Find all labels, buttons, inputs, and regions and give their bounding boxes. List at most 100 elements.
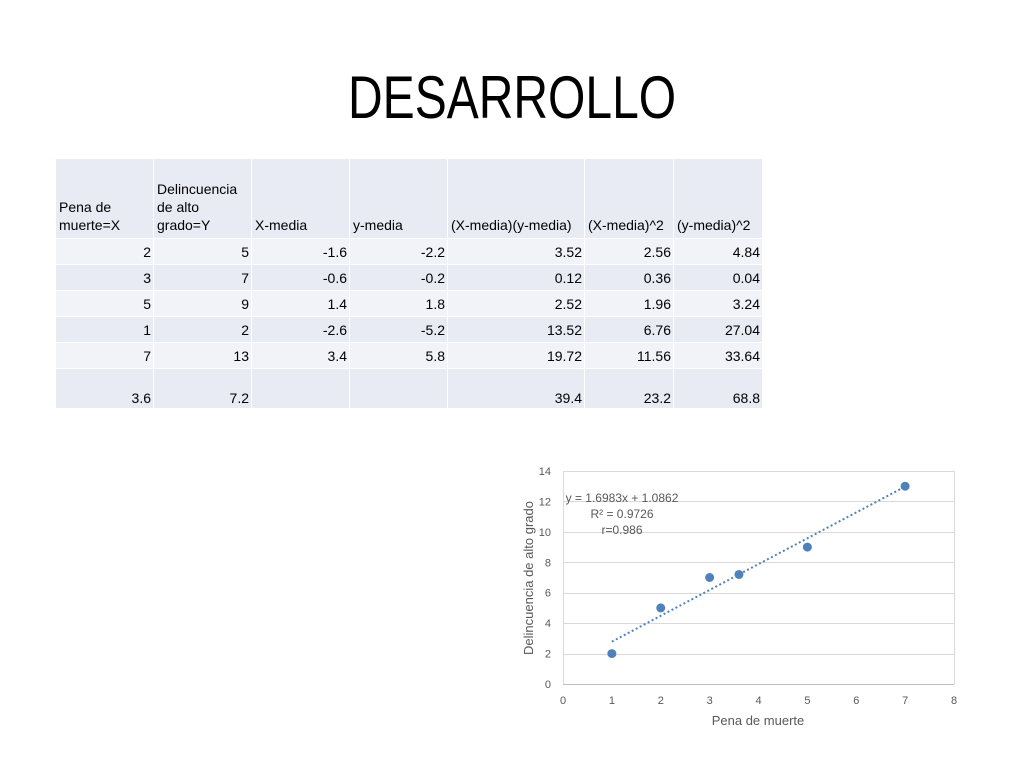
- data-points: [607, 481, 910, 659]
- column-header: y-media: [349, 158, 448, 239]
- table-cell: -5.2: [349, 316, 448, 343]
- table-head: Pena de muerte=X Delincuencia de alto gra…: [55, 158, 763, 239]
- header-row: Pena de muerte=X Delincuencia de alto gra…: [55, 158, 763, 239]
- y-tick-label: 10: [539, 527, 551, 539]
- column-header: Pena de muerte=X: [55, 158, 154, 239]
- r-squared-label: R² = 0.9726: [590, 507, 653, 521]
- table-cell: -0.6: [251, 264, 350, 291]
- table-cell: 0.04: [673, 264, 763, 291]
- table-cell: 5: [55, 290, 154, 317]
- table-cell: 13: [153, 342, 252, 369]
- table-cell: 7: [55, 342, 154, 369]
- table-cell: 39.4: [447, 368, 585, 409]
- trendline: [611, 485, 906, 643]
- totals-row: 3.6 7.2 39.4 23.2 68.8: [55, 368, 763, 409]
- table-cell: 5.8: [349, 342, 448, 369]
- trendline-equation-label: y = 1.6983x + 1.0862: [566, 491, 679, 505]
- column-header-label: (X-media)^2: [588, 217, 664, 233]
- x-tick-label: 1: [609, 695, 615, 707]
- column-header: (X-media)(y-media): [447, 158, 585, 239]
- table-cell: 11.56: [584, 342, 674, 369]
- table-cell: 9: [153, 290, 252, 317]
- table-cell: 7.2: [153, 368, 252, 409]
- trendline-equation: y = 1.6983x + 1.0862 R² = 0.9726 r=0.986: [566, 491, 679, 537]
- table-row: 2 5 -1.6 -2.2 3.52 2.56 4.84: [55, 238, 763, 265]
- table-cell: [251, 368, 350, 409]
- x-tick-label: 5: [804, 695, 810, 707]
- table-cell: 2: [55, 238, 154, 265]
- table-cell: [349, 368, 448, 409]
- x-tick-label: 8: [951, 695, 957, 707]
- y-tick-label: 2: [545, 649, 551, 661]
- x-tick-label: 2: [658, 695, 664, 707]
- table-cell: 3.52: [447, 238, 585, 265]
- table-cell: 33.64: [673, 342, 763, 369]
- gridlines: [563, 471, 955, 685]
- table-row: 1 2 -2.6 -5.2 13.52 6.76 27.04: [55, 316, 763, 343]
- table-cell: 19.72: [447, 342, 585, 369]
- column-header: (y-media)^2: [673, 158, 763, 239]
- y-tick-label: 12: [539, 496, 551, 508]
- column-header-label: (y-media)^2: [677, 217, 751, 233]
- x-tick-label: 3: [707, 695, 713, 707]
- table-cell: 0.12: [447, 264, 585, 291]
- table-cell: 1.8: [349, 290, 448, 317]
- table-cell: 23.2: [584, 368, 674, 409]
- data-point: [734, 569, 744, 579]
- table-row: 3 7 -0.6 -0.2 0.12 0.36 0.04: [55, 264, 763, 291]
- column-header-label: y-media: [353, 217, 403, 233]
- table-cell: -2.6: [251, 316, 350, 343]
- table-row: 7 13 3.4 5.8 19.72 11.56 33.64: [55, 342, 763, 369]
- table-cell: 5: [153, 238, 252, 265]
- table-cell: -2.2: [349, 238, 448, 265]
- x-tick-label: 0: [560, 695, 566, 707]
- x-axis-title: Pena de muerte: [712, 713, 805, 728]
- data-point: [656, 603, 666, 613]
- column-header: (X-media)^2: [584, 158, 674, 239]
- table-cell: 3.6: [55, 368, 154, 409]
- table-cell: 4.84: [673, 238, 763, 265]
- data-point: [802, 542, 812, 552]
- slide-title-text: DESARROLLO: [347, 64, 677, 131]
- y-axis-title: Delincuencia de alto grado: [521, 501, 536, 655]
- table-cell: 6.76: [584, 316, 674, 343]
- table-cell: 68.8: [673, 368, 763, 409]
- x-tick-label: 7: [902, 695, 908, 707]
- table-cell: 1.4: [251, 290, 350, 317]
- table-cell: 1.96: [584, 290, 674, 317]
- data-point: [705, 573, 715, 582]
- y-tick-label: 8: [545, 557, 551, 569]
- column-header: X-media: [251, 158, 350, 239]
- table-cell: 2: [153, 316, 252, 343]
- table-row: 5 9 1.4 1.8 2.52 1.96 3.24: [55, 290, 763, 317]
- data-point: [607, 649, 617, 659]
- y-tick-label: 6: [545, 588, 551, 600]
- table-cell: 2.52: [447, 290, 585, 317]
- table-cell: -1.6: [251, 238, 350, 265]
- data-point: [900, 481, 910, 491]
- column-header-label: X-media: [255, 217, 308, 233]
- trendline-layer: [611, 485, 906, 643]
- column-header-label: Pena de muerte=X: [59, 199, 121, 233]
- table-cell: 27.04: [673, 316, 763, 343]
- x-tick-label: 4: [755, 695, 761, 707]
- y-tick-label: 4: [545, 618, 551, 630]
- x-tick-label: 6: [853, 695, 859, 707]
- table-cell: 3.24: [673, 290, 763, 317]
- table-cell: -0.2: [349, 264, 448, 291]
- y-tick-label: 0: [545, 679, 551, 691]
- table-body: 2 5 -1.6 -2.2 3.52 2.56 4.84 3 7 -0.6 -0.2 0.12 0.36…: [55, 238, 763, 409]
- table-cell: 7: [153, 264, 252, 291]
- scatter-chart: 0 2 4 6 8 10 12 14 0 1 2 3 4 5 6 7 8 y = 1.6983x + 1.086…: [505, 455, 970, 745]
- column-header-label: Delincuencia de alto grado=Y: [157, 181, 238, 233]
- statistics-table: Pena de muerte=X Delincuencia de alto gra…: [55, 158, 763, 409]
- correlation-label: r=0.986: [601, 523, 642, 537]
- table-cell: 3.4: [251, 342, 350, 369]
- table-cell: 13.52: [447, 316, 585, 343]
- table-cell: 0.36: [584, 264, 674, 291]
- y-tick-label: 14: [539, 466, 551, 478]
- table-cell: 1: [55, 316, 154, 343]
- slide-title: DESARROLLO: [0, 62, 1024, 134]
